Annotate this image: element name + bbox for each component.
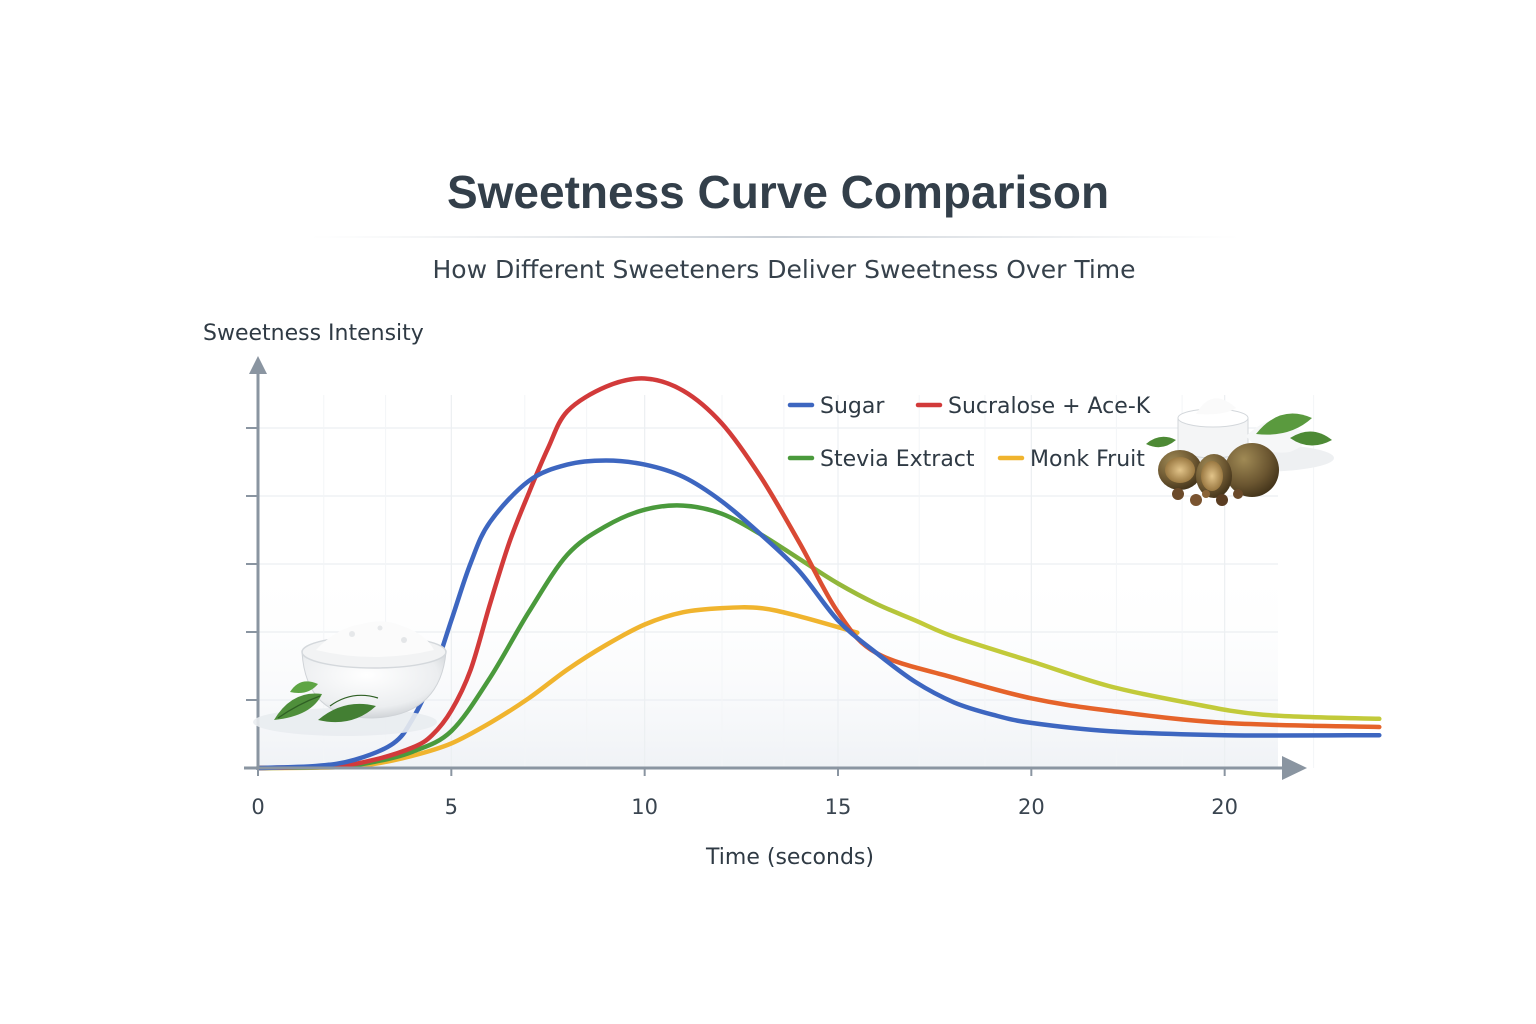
series-line-monk-fruit xyxy=(255,605,860,771)
chart-title: Sweetness Curve Comparison xyxy=(447,166,1109,218)
title-divider xyxy=(310,236,1240,238)
series-line-sucralose-ace-k xyxy=(255,376,1382,771)
x-axis-label: Time (seconds) xyxy=(705,845,874,870)
x-tick-label: 15 xyxy=(825,795,852,819)
legend-label-stevia-extract: Stevia Extract xyxy=(820,447,975,472)
y-axis-arrow xyxy=(249,356,267,374)
y-ticks xyxy=(246,427,258,769)
x-tick-label: 20 xyxy=(1211,795,1238,819)
y-axis xyxy=(249,356,267,768)
series-line-sugar xyxy=(255,458,1382,771)
legend-label-monk-fruit: Monk Fruit xyxy=(1030,447,1145,472)
grid-layer xyxy=(258,395,1315,768)
x-tick-label: 0 xyxy=(251,795,264,819)
x-tick-label: 20 xyxy=(1018,795,1045,819)
x-tick-label: 10 xyxy=(631,795,658,819)
series-layer xyxy=(255,376,1382,771)
x-axis-arrow xyxy=(1282,756,1307,780)
series-line-stevia-extract xyxy=(255,503,1382,771)
legend-label-sucralose-ace-k: Sucralose + Ace-K xyxy=(948,394,1151,419)
monk-fruit-image xyxy=(1146,398,1334,506)
x-axis xyxy=(244,756,1307,780)
legend: Sugar Sucralose + Ace-K Stevia Extract Monk… xyxy=(787,394,1151,472)
x-ticks: 0 5 10 15 20 20 xyxy=(251,768,1238,819)
y-axis-label: Sweetness Intensity xyxy=(203,321,424,346)
sugar-bowl-image xyxy=(253,621,447,736)
legend-label-sugar: Sugar xyxy=(820,394,885,419)
x-tick-label: 5 xyxy=(445,795,458,819)
chart-subtitle: How Different Sweeteners Deliver Sweetne… xyxy=(432,255,1135,284)
